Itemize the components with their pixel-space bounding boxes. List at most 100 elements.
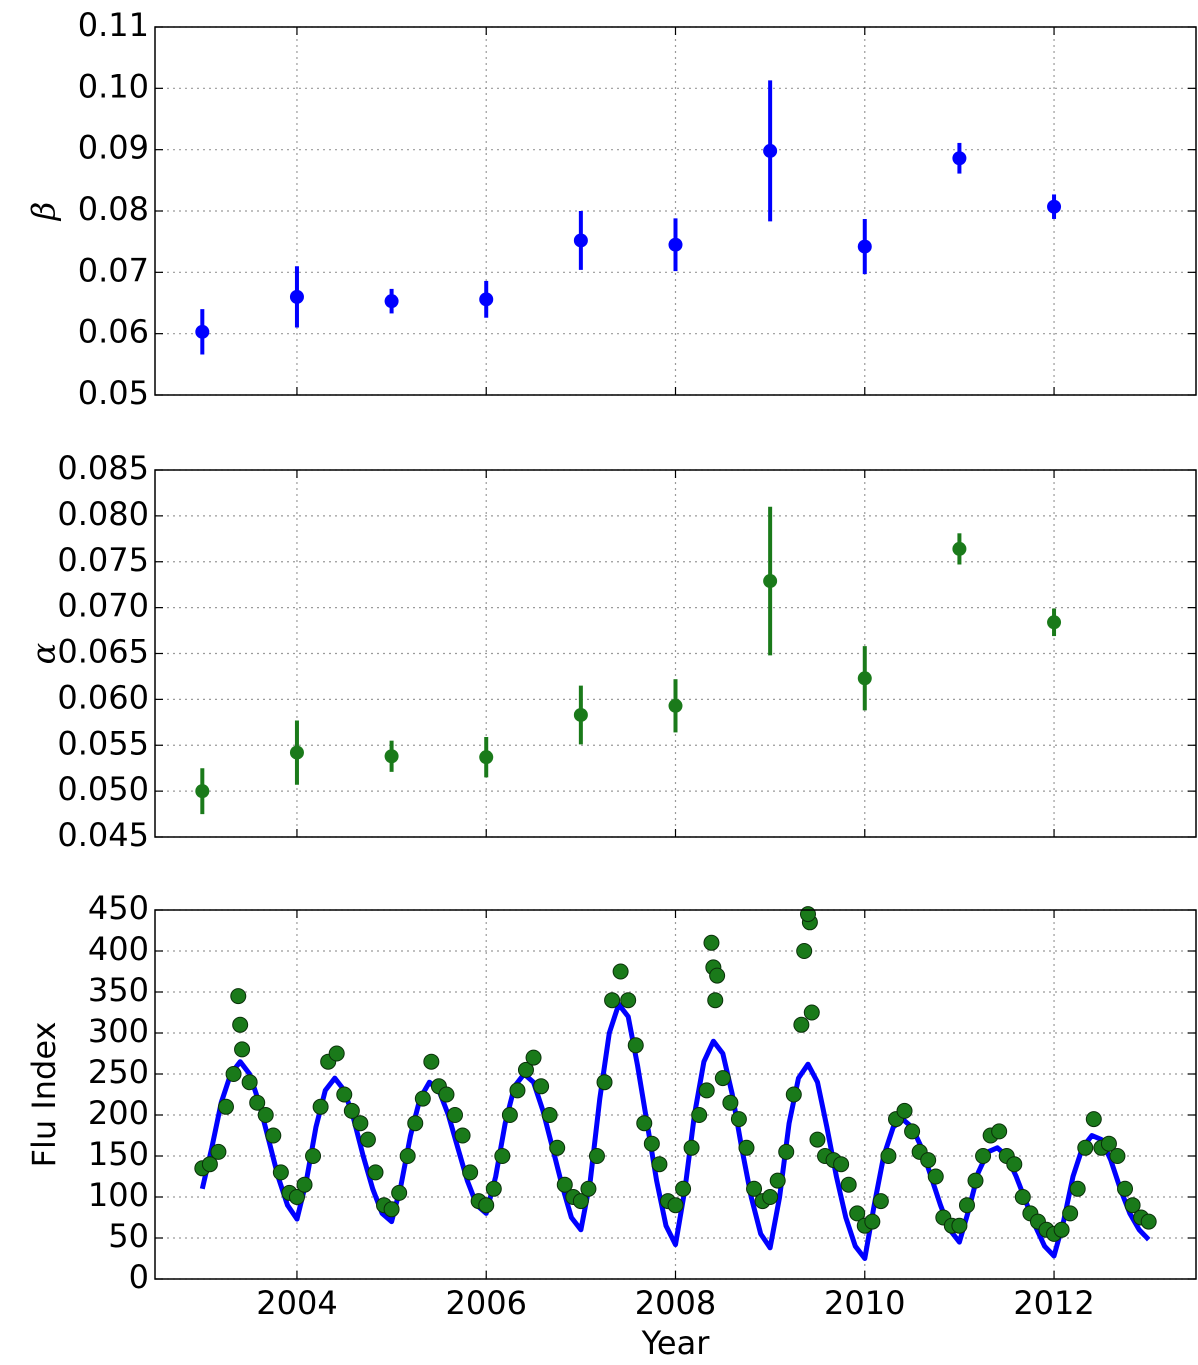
data-point (951, 1217, 968, 1234)
data-point (588, 1148, 605, 1164)
axes-frame (154, 26, 1197, 396)
data-point (769, 1172, 786, 1189)
data-point (627, 1037, 644, 1054)
data-point (1109, 1148, 1126, 1164)
data-point (478, 1197, 495, 1214)
data-point (793, 1016, 810, 1033)
data-point (675, 1180, 692, 1197)
y-tick-label: 250 (88, 1053, 149, 1091)
data-point (703, 934, 720, 951)
data-point (517, 1061, 534, 1078)
y-tick-label: 0.045 (57, 816, 149, 854)
data-point (1124, 1197, 1141, 1214)
data-point (407, 1115, 424, 1132)
data-point (234, 1041, 251, 1058)
data-point (462, 1164, 479, 1181)
data-point (454, 1127, 471, 1144)
data-point (799, 906, 816, 923)
data-point (920, 1152, 937, 1169)
data-point (796, 943, 813, 959)
y-tick-label: 0.05 (78, 374, 149, 412)
data-point (643, 1135, 660, 1152)
panel: 2004 2006 2008 2010 2012 05010015020025030035… (25, 889, 1197, 1362)
data-point (620, 992, 637, 1009)
y-tick-label: 0.11 (78, 6, 149, 44)
data-point (667, 1197, 684, 1214)
y-tick-label: 100 (88, 1176, 149, 1214)
y-tick-label: 450 (88, 889, 149, 927)
data-point (549, 1139, 566, 1156)
data-point (195, 784, 210, 799)
data-point (446, 1107, 463, 1123)
y-tick-label: 0.085 (57, 449, 149, 487)
data-point (952, 541, 967, 556)
y-tick-label: 0.070 (57, 587, 149, 625)
data-point (714, 1070, 731, 1087)
y-tick-label: 0.055 (57, 724, 149, 762)
y-tick-label: 0.07 (78, 251, 149, 289)
panel: 0.045 0.050 0.055 0.060 0.065 0.070 0.075 0.080… (25, 449, 1197, 854)
data-point (289, 289, 304, 304)
data-point (927, 1168, 944, 1185)
y-tick-label: 400 (88, 930, 149, 968)
y-tick-label: 150 (88, 1135, 149, 1173)
data-point (778, 1143, 795, 1160)
y-tick-label: 0.08 (78, 190, 149, 228)
data-point (485, 1180, 502, 1197)
data-point (803, 1004, 820, 1021)
data-point (580, 1180, 597, 1197)
data-point (232, 1016, 249, 1033)
data-point (833, 1156, 850, 1173)
data-point (1062, 1205, 1079, 1222)
data-point (573, 707, 588, 722)
data-point (880, 1148, 897, 1164)
data-point (1069, 1180, 1086, 1197)
data-point (312, 1098, 329, 1115)
data-point (367, 1164, 384, 1181)
data-point (857, 671, 872, 686)
data-point (225, 1066, 242, 1082)
data-point (896, 1102, 913, 1119)
data-point (958, 1197, 975, 1214)
data-point (691, 1107, 708, 1123)
axes-frame (154, 909, 1197, 1280)
data-point (1047, 199, 1062, 214)
data-point (328, 1045, 345, 1062)
data-point (195, 324, 210, 339)
y-tick-label: 0.050 (57, 770, 149, 808)
data-point (384, 294, 399, 309)
data-point (556, 1176, 573, 1193)
data-point (1006, 1156, 1023, 1173)
data-point (336, 1086, 353, 1103)
data-point (612, 963, 629, 980)
data-point (746, 1180, 763, 1197)
data-point (265, 1127, 282, 1144)
data-point (991, 1123, 1008, 1140)
data-point (509, 1082, 526, 1099)
data-point (230, 988, 247, 1005)
y-tick-label: 50 (108, 1217, 149, 1255)
data-point (210, 1143, 227, 1160)
y-tick-label: 0.065 (57, 633, 149, 671)
data-point (384, 749, 399, 764)
data-point (651, 1156, 668, 1173)
data-point (573, 233, 588, 248)
data-point (762, 1189, 779, 1205)
data-point (414, 1090, 431, 1107)
data-point (1100, 1135, 1117, 1152)
data-point (596, 1074, 613, 1091)
data-point (840, 1176, 857, 1193)
data-point (849, 1205, 866, 1222)
data-point (698, 1082, 715, 1099)
data-point (343, 1102, 360, 1119)
y-tick-label: 0.09 (78, 129, 149, 167)
data-point (668, 237, 683, 252)
data-point (541, 1107, 558, 1123)
data-point (288, 1189, 305, 1205)
data-point (668, 698, 683, 713)
x-tick-label: 2010 (824, 1284, 905, 1322)
data-point (501, 1107, 518, 1123)
data-point (201, 1156, 218, 1173)
data-point (525, 1049, 542, 1066)
